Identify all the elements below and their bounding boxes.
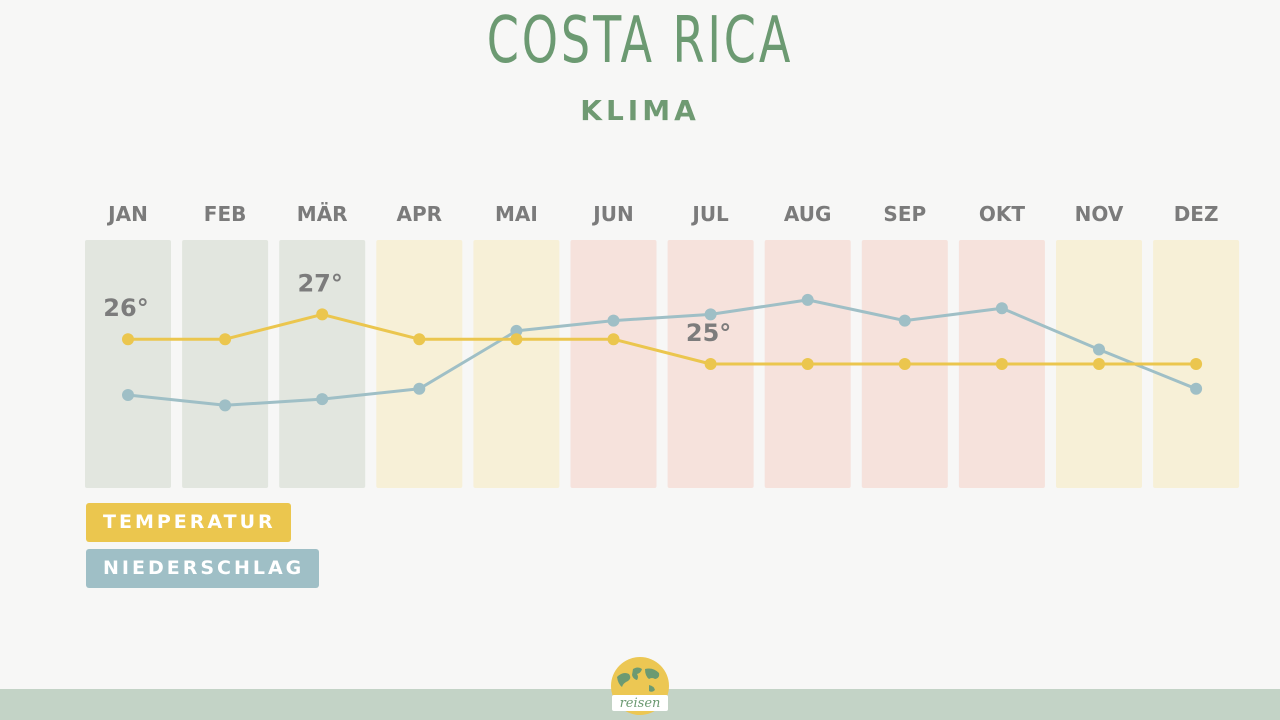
series-1-point-9 xyxy=(995,302,1008,315)
series-1-point-1 xyxy=(219,399,232,412)
series-1-point-0 xyxy=(122,389,134,401)
page-subtitle: KLIMA xyxy=(580,94,700,127)
annotation-0: 26° xyxy=(103,294,148,322)
month-label-0: JAN xyxy=(106,202,148,226)
month-column-1 xyxy=(182,240,269,488)
month-label-7: AUG xyxy=(784,202,832,226)
month-column-5 xyxy=(570,240,657,488)
series-0-point-11 xyxy=(1190,358,1203,370)
series-0-point-2 xyxy=(316,308,329,321)
month-label-11: DEZ xyxy=(1174,202,1219,226)
series-1-point-7 xyxy=(801,293,814,306)
month-column-0 xyxy=(85,240,171,488)
series-0-point-8 xyxy=(898,358,911,370)
series-0-point-6 xyxy=(704,358,717,370)
series-0-point-9 xyxy=(995,358,1008,370)
legend-precipitation: NIEDERSCHLAG xyxy=(86,549,320,588)
month-column-4 xyxy=(473,240,560,488)
month-label-2: MÄR xyxy=(297,202,348,226)
month-label-6: JUL xyxy=(690,202,729,226)
annotation-2: 25° xyxy=(686,319,731,347)
legend-temperature: TEMPERATUR xyxy=(86,503,291,542)
series-1-point-4 xyxy=(510,324,523,337)
series-1-point-10 xyxy=(1093,343,1105,356)
month-column-3 xyxy=(376,240,463,488)
series-0-point-3 xyxy=(413,333,426,346)
series-0-point-10 xyxy=(1093,358,1105,370)
month-label-8: SEP xyxy=(883,202,926,226)
month-label-10: NOV xyxy=(1075,202,1124,226)
month-label-5: JUN xyxy=(591,202,633,226)
series-1-point-8 xyxy=(898,314,911,327)
series-0-point-7 xyxy=(801,358,814,370)
month-label-3: APR xyxy=(397,202,443,226)
series-1-point-3 xyxy=(413,382,426,395)
logo-text: reisen xyxy=(620,696,661,711)
annotation-1: 27° xyxy=(297,269,342,297)
globe-logo-icon: reisen xyxy=(611,657,669,715)
month-label-4: MAI xyxy=(495,202,538,226)
month-column-2 xyxy=(279,240,366,488)
series-line-1 xyxy=(127,298,1197,407)
series-line-0 xyxy=(128,312,1197,366)
series-0-point-5 xyxy=(607,333,620,346)
series-0-point-1 xyxy=(219,333,232,346)
month-label-9: OKT xyxy=(979,202,1026,226)
series-1-point-5 xyxy=(607,314,620,327)
series-1-point-11 xyxy=(1190,382,1203,395)
series-1-point-2 xyxy=(316,393,329,406)
series-1-point-6 xyxy=(704,308,717,321)
page-title: COSTA RICA xyxy=(486,4,794,78)
series-0-point-4 xyxy=(510,333,523,346)
series-0-point-0 xyxy=(122,333,134,346)
month-label-1: FEB xyxy=(204,202,247,226)
